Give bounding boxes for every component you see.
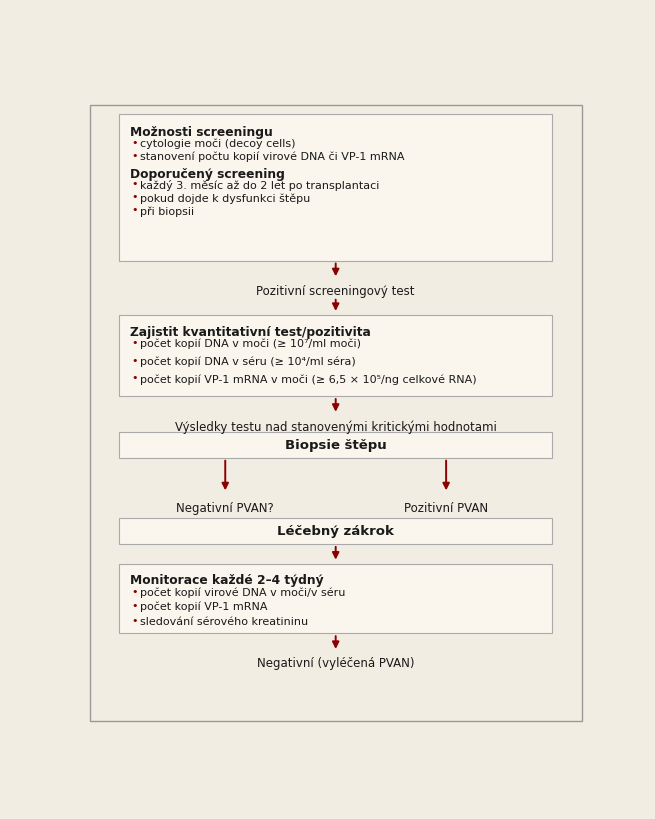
Text: •: • [132,337,138,347]
Text: Možnosti screeningu: Možnosti screeningu [130,126,272,139]
Text: sledování sérového kreatininu: sledování sérového kreatininu [140,616,308,626]
Bar [119,518,552,545]
Text: Monitorace každé 2–4 týdný: Monitorace každé 2–4 týdný [130,573,324,586]
Text: •: • [132,615,138,625]
Text: •: • [132,600,138,610]
Text: Biopsie štěpu: Biopsie štěpu [285,439,386,451]
Text: každý 3. měsíc až do 2 let po transplantaci: každý 3. měsíc až do 2 let po transplant… [140,180,379,191]
Text: počet kopií DNA v séru (≥ 10⁴/ml séra): počet kopií DNA v séru (≥ 10⁴/ml séra) [140,356,356,366]
Text: Léčebný zákrok: Léčebný zákrok [277,525,394,538]
Text: Pozitivní PVAN: Pozitivní PVAN [404,501,488,514]
Text: •: • [132,586,138,596]
Bar [119,115,552,261]
Text: Výsledky testu nad stanovenými kritickými hodnotami: Výsledky testu nad stanovenými kriticky… [175,420,496,433]
Text: počet kopií DNA v moči (≥ 10⁷/ml moči): počet kopií DNA v moči (≥ 10⁷/ml moči) [140,338,361,349]
Text: při biopsii: při biopsii [140,206,194,216]
Bar [119,432,552,458]
Text: •: • [132,151,138,161]
Text: •: • [132,179,138,189]
Text: počet kopií VP-1 mRNA v moči (≥ 6,5 × 10⁵/ng celkové RNA): počet kopií VP-1 mRNA v moči (≥ 6,5 × 10… [140,373,477,384]
Text: počet kopií virové DNA v moči/v séru: počet kopií virové DNA v moči/v séru [140,586,345,597]
Text: Negativní (vyléčená PVAN): Negativní (vyléčená PVAN) [257,657,415,670]
Text: cytologie moči (decoy cells): cytologie moči (decoy cells) [140,138,295,149]
Text: •: • [132,373,138,382]
Text: Doporučený screening: Doporučený screening [130,168,285,180]
Bar [119,564,552,634]
Text: •: • [132,355,138,365]
Text: počet kopií VP-1 mRNA: počet kopií VP-1 mRNA [140,601,267,612]
Text: Negativní PVAN?: Negativní PVAN? [176,501,274,514]
Text: Pozitivní screeningový test: Pozitivní screeningový test [257,284,415,297]
Text: •: • [132,138,138,147]
Text: stanovení počtu kopií virové DNA či VP-1 mRNA: stanovení počtu kopií virové DNA či VP-1… [140,152,405,162]
Text: •: • [132,192,138,202]
Text: pokud dojde k dysfunkci štěpu: pokud dojde k dysfunkci štěpu [140,192,310,203]
Bar [119,316,552,396]
Text: Zajistit kvantitativní test/pozitivita: Zajistit kvantitativní test/pozitivita [130,325,371,338]
Text: •: • [132,206,138,215]
